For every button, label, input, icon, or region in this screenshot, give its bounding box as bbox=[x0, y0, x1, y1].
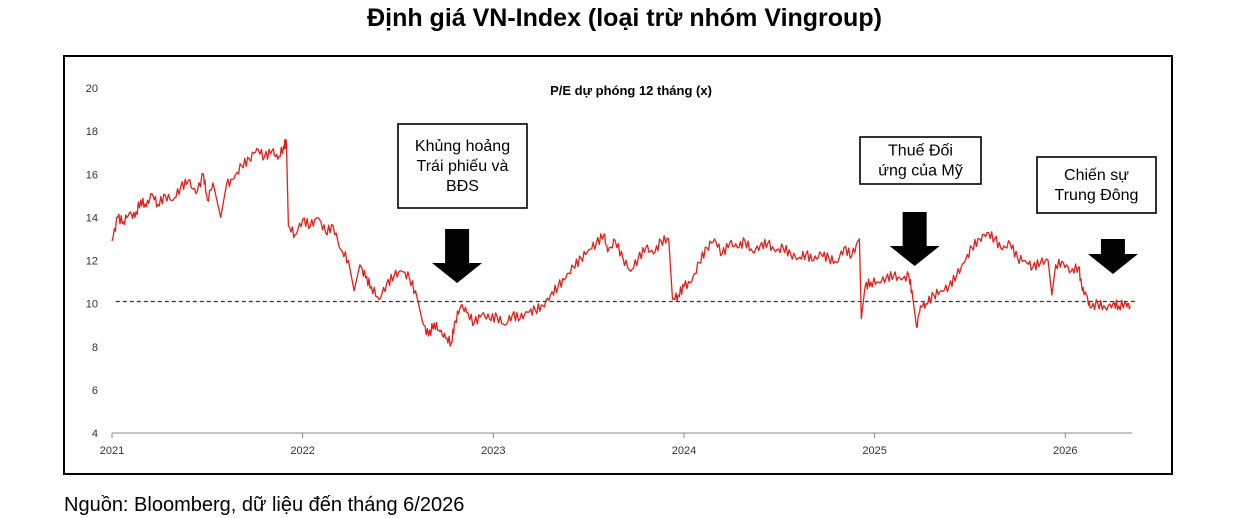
annotation-text: Chiến sự bbox=[1064, 167, 1129, 184]
y-tick-label: 4 bbox=[92, 428, 98, 440]
pe-series-line bbox=[111, 139, 1131, 347]
annotation-text: Khủng hoảng bbox=[415, 138, 510, 155]
x-tick-label: 2026 bbox=[1053, 445, 1077, 457]
annotation-box bbox=[859, 136, 982, 185]
chart-title: P/E dự phóng 12 tháng (x) bbox=[550, 83, 712, 98]
x-tick-label: 2021 bbox=[100, 445, 124, 457]
x-tick-label: 2023 bbox=[481, 445, 505, 457]
annotation-text: Thuế Đối bbox=[888, 143, 953, 160]
y-tick-label: 6 bbox=[92, 385, 98, 397]
annotation-box bbox=[1036, 156, 1157, 214]
y-tick-label: 14 bbox=[86, 212, 98, 224]
x-tick-label: 2022 bbox=[290, 445, 314, 457]
chart-frame bbox=[63, 55, 1173, 475]
y-tick-label: 10 bbox=[86, 299, 98, 311]
annotation-text: BĐS bbox=[446, 178, 479, 195]
y-tick-label: 12 bbox=[86, 256, 98, 268]
annotation-text: ứng của Mỹ bbox=[878, 163, 963, 180]
annotation-box bbox=[397, 123, 528, 209]
down-arrow-icon bbox=[432, 229, 483, 283]
page-title: Định giá VN-Index (loại trừ nhóm Vingrou… bbox=[367, 4, 882, 32]
source-note: Nguồn: Bloomberg, dữ liệu đến tháng 6/20… bbox=[64, 494, 465, 516]
x-tick-label: 2024 bbox=[672, 445, 696, 457]
x-tick-label: 2025 bbox=[862, 445, 886, 457]
y-tick-label: 16 bbox=[86, 169, 98, 181]
annotation-text: Trung Đông bbox=[1055, 187, 1139, 204]
down-arrow-icon bbox=[1087, 239, 1138, 274]
y-tick-label: 18 bbox=[86, 126, 98, 138]
y-tick-label: 20 bbox=[86, 83, 98, 95]
down-arrow-icon bbox=[889, 212, 940, 266]
annotation-text: Trái phiếu và bbox=[417, 158, 509, 175]
y-tick-label: 8 bbox=[92, 342, 98, 354]
